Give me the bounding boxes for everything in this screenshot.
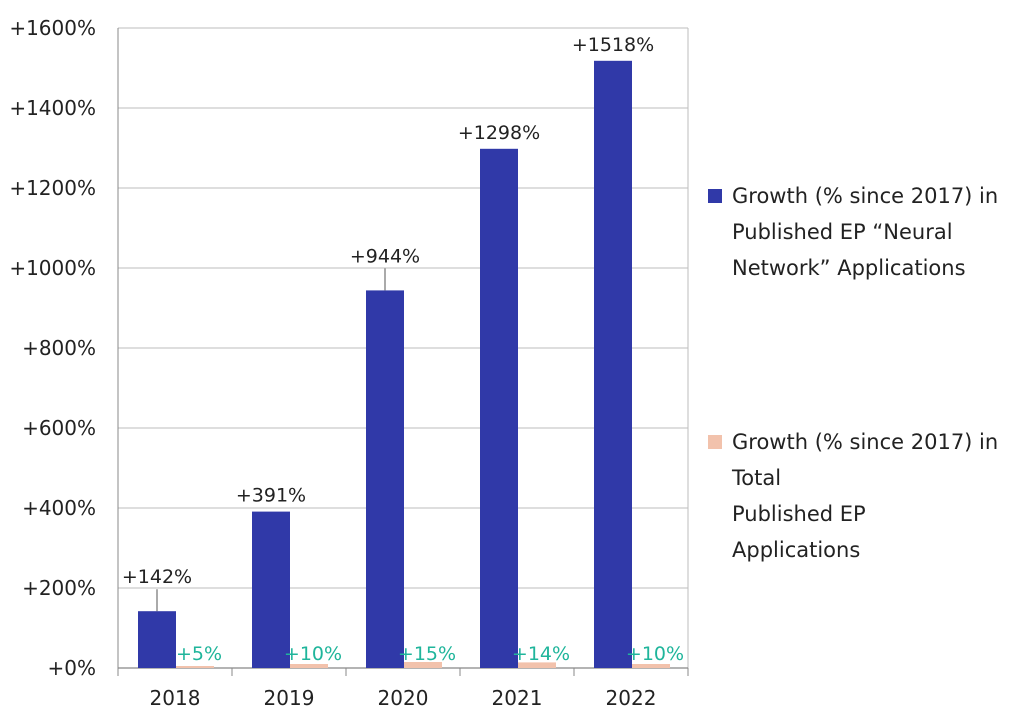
y-tick-label: +400% xyxy=(22,496,96,520)
x-axis: 2018 2019 2020 2021 2022 xyxy=(117,667,689,710)
data-label-total: +10% xyxy=(626,643,684,665)
bars xyxy=(138,60,670,669)
gridlines xyxy=(118,27,689,668)
x-tick-label: 2022 xyxy=(606,686,657,710)
y-tick-label: +1200% xyxy=(9,176,96,200)
data-label-total: +14% xyxy=(512,643,570,665)
y-tick-label: +600% xyxy=(22,416,96,440)
bar-neural-network xyxy=(138,611,176,668)
legend-label-line: Published EP xyxy=(732,502,866,526)
data-labels: +142% +5% +391% +10% +944% +15% +1298% +14% +151… xyxy=(122,34,684,665)
y-tick-label: +0% xyxy=(48,656,97,680)
x-tick-label: 2019 xyxy=(264,686,315,710)
legend-label-line: Published EP “Neural xyxy=(732,220,953,244)
y-tick-label: +1000% xyxy=(9,256,96,280)
data-label-total: +10% xyxy=(284,643,342,665)
data-label-neural-network: +944% xyxy=(350,245,420,267)
bar-total xyxy=(176,666,214,668)
legend-label-line: Network” Applications xyxy=(732,256,966,280)
bar-neural-network xyxy=(366,290,404,668)
legend-label-line: Total xyxy=(732,466,782,490)
legend-item-neural-network: Growth (% since 2017) in Published EP “N… xyxy=(708,178,1020,286)
legend-label-line: Applications xyxy=(732,538,861,562)
y-tick-label: +1400% xyxy=(9,96,96,120)
x-tick-label: 2020 xyxy=(378,686,429,710)
data-label-neural-network: +142% xyxy=(122,566,192,588)
y-tick-label: +1600% xyxy=(9,16,96,40)
bar-total xyxy=(518,662,556,668)
legend-label-line: Growth (% since 2017) in xyxy=(732,430,999,454)
bar-total xyxy=(290,664,328,668)
bar-neural-network xyxy=(480,148,518,669)
legend-swatch-total xyxy=(708,435,722,449)
legend-label-line: Growth (% since 2017) in xyxy=(732,184,999,208)
y-axis: +0% +200% +400% +600% +800% +1000% +1200% +1400… xyxy=(9,16,119,680)
data-label-total: +15% xyxy=(398,643,456,665)
bar-neural-network xyxy=(594,60,632,669)
bar-total xyxy=(404,662,442,668)
bar-total xyxy=(632,664,670,668)
x-tick-label: 2021 xyxy=(492,686,543,710)
y-tick-label: +200% xyxy=(22,576,96,600)
data-label-neural-network: +1298% xyxy=(458,122,540,144)
bar-neural-network xyxy=(252,511,290,668)
x-tick-label: 2018 xyxy=(150,686,201,710)
data-label-neural-network: +391% xyxy=(236,485,306,507)
data-label-total: +5% xyxy=(176,643,222,665)
bar-chart: +0% +200% +400% +600% +800% +1000% +1200% +1400… xyxy=(9,16,689,710)
data-label-neural-network: +1518% xyxy=(572,34,654,56)
legend-swatch-neural-network xyxy=(708,189,722,203)
legend-item-total: Growth (% since 2017) in Total Published… xyxy=(708,424,1020,568)
y-tick-label: +800% xyxy=(22,336,96,360)
